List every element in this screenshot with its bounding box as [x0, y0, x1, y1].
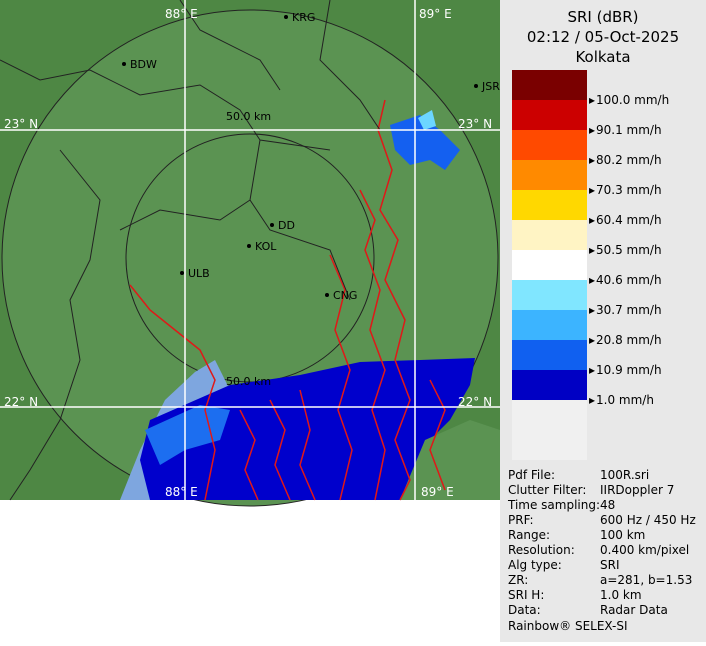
info-key: Alg type: — [508, 558, 562, 572]
legend-tick: ▸ — [589, 123, 595, 137]
city-dot — [180, 271, 184, 275]
legend-swatch — [512, 100, 587, 130]
map: 88° E 89° E 88° E 89° E 23° N 23° N 22° … — [0, 0, 500, 507]
info-value: 1.0 km — [600, 588, 642, 602]
legend-label: 90.1 mm/h — [596, 123, 662, 137]
info-value: 48 — [600, 498, 615, 512]
legend-label: 80.2 mm/h — [596, 153, 662, 167]
city-label: CNG — [333, 289, 357, 302]
footer: Rainbow® SELEX-SI — [508, 619, 628, 633]
grid-label: 22° N — [4, 395, 38, 409]
legend-tick: ▸ — [589, 333, 595, 347]
info-value: IIRDoppler 7 — [600, 483, 674, 497]
time: 02:12 / 05-Oct-2025 — [527, 28, 679, 46]
city-dot — [247, 244, 251, 248]
grid-label: 88° E — [165, 7, 198, 21]
city-dot — [270, 223, 274, 227]
info-value: SRI — [600, 558, 620, 572]
info-value: 600 Hz / 450 Hz — [600, 513, 696, 527]
legend-tick: ▸ — [589, 213, 595, 227]
info-value: 100R.sri — [600, 468, 649, 482]
info-value: a=281, b=1.53 — [600, 573, 692, 587]
city-label: JSR — [481, 80, 500, 93]
legend-swatch — [512, 70, 587, 100]
legend-label: 30.7 mm/h — [596, 303, 662, 317]
info-key: Clutter Filter: — [508, 483, 586, 497]
info-key: Resolution: — [508, 543, 575, 557]
legend-label: 10.9 mm/h — [596, 363, 662, 377]
legend-label: 20.8 mm/h — [596, 333, 662, 347]
product: SRI (dBR) — [567, 8, 638, 26]
info-key: SRI H: — [508, 588, 544, 602]
legend-tick: ▸ — [589, 363, 595, 377]
legend-label: 60.4 mm/h — [596, 213, 662, 227]
legend-swatch — [512, 220, 587, 250]
legend-swatch — [512, 130, 587, 160]
info-key: PRF: — [508, 513, 534, 527]
legend-label: 100.0 mm/h — [596, 93, 669, 107]
city-dot — [122, 62, 126, 66]
info-key: ZR: — [508, 573, 528, 587]
legend-tick: ▸ — [589, 153, 595, 167]
city-dot — [284, 15, 288, 19]
legend-swatch — [512, 280, 587, 310]
city-label: BDW — [130, 58, 157, 71]
legend-tick: ▸ — [589, 93, 595, 107]
legend-swatch — [512, 160, 587, 190]
legend-tick: ▸ — [589, 243, 595, 257]
city-dot — [325, 293, 329, 297]
legend-swatch — [512, 310, 587, 340]
grid-label: 22° N — [458, 395, 492, 409]
legend-tick: ▸ — [589, 183, 595, 197]
legend-tick: ▸ — [589, 393, 595, 407]
legend-swatch — [512, 340, 587, 370]
grid-label: 23° N — [4, 117, 38, 131]
info-key: Pdf File: — [508, 468, 555, 482]
legend-tick: ▸ — [589, 303, 595, 317]
grid-label: 23° N — [458, 117, 492, 131]
info-key: Range: — [508, 528, 550, 542]
legend-label: 1.0 mm/h — [596, 393, 654, 407]
legend-swatch — [512, 190, 587, 220]
grid-label: 89° E — [421, 485, 454, 499]
legend-label: 70.3 mm/h — [596, 183, 662, 197]
grid-label: 88° E — [165, 485, 198, 499]
info-value: 100 km — [600, 528, 645, 542]
legend-swatch — [512, 370, 587, 400]
legend-swatch — [512, 400, 587, 460]
city-label: ULB — [188, 267, 210, 280]
info-value: 0.400 km/pixel — [600, 543, 689, 557]
city-label: KRG — [292, 11, 315, 24]
legend-tick: ▸ — [589, 273, 595, 287]
legend-label: 50.5 mm/h — [596, 243, 662, 257]
grid-label: 89° E — [419, 7, 452, 21]
info-key: Data: — [508, 603, 541, 617]
site: Kolkata — [575, 48, 630, 66]
city-label: KOL — [255, 240, 277, 253]
city-label: DD — [278, 219, 295, 232]
city-dot — [474, 84, 478, 88]
ring-label: 50.0 km — [226, 110, 271, 123]
legend-label: 40.6 mm/h — [596, 273, 662, 287]
info-value: Radar Data — [600, 603, 668, 617]
ring-label: 50.0 km — [226, 375, 271, 388]
legend-swatch — [512, 250, 587, 280]
info-key: Time sampling: — [507, 498, 600, 512]
